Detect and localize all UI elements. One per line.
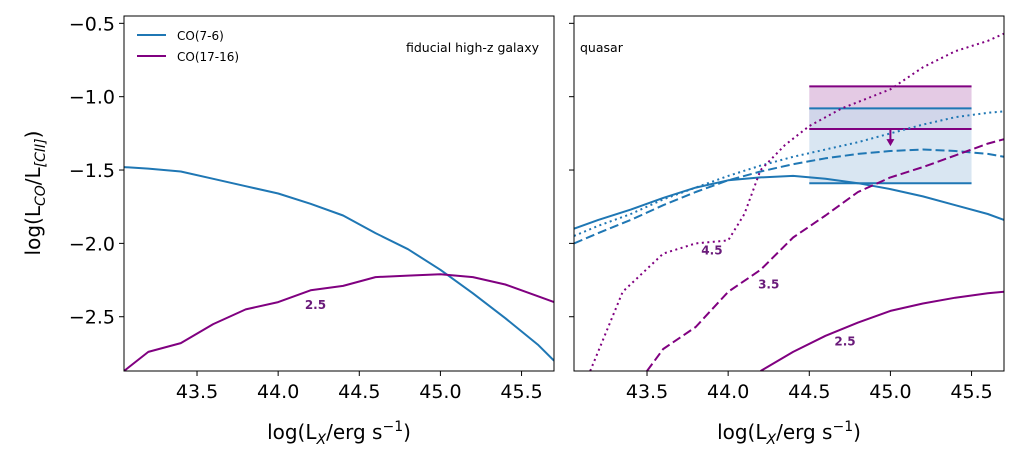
y-axis-label: log(LCO/L[CII]): [21, 131, 49, 256]
x-label-prefix: log(L: [267, 420, 317, 444]
y-tick-label: −0.5: [69, 13, 115, 35]
panel-left-background: [124, 16, 554, 371]
x-tick-label: 43.5: [176, 381, 218, 403]
y-label-suffix: ): [21, 131, 45, 139]
y-label-slash: /L: [21, 166, 45, 185]
series-line: [589, 32, 1004, 371]
y-tick-label: −1.5: [69, 160, 115, 182]
x-label-mid: /erg s: [776, 420, 832, 444]
series-line: [646, 138, 1004, 371]
y-tick-label: −2.5: [69, 307, 115, 329]
x-label-sub: X: [316, 432, 327, 448]
right-plot-area: 4.5 3.5 2.5: [574, 32, 1004, 371]
series-line: [124, 273, 554, 371]
legend-label-co1716: CO(17-16): [177, 50, 239, 64]
legend: CO(7-6) CO(17-16): [137, 29, 239, 64]
y-tick-label: −1.0: [69, 87, 115, 109]
series-line: [574, 110, 1004, 237]
x-label-mid: /erg s: [326, 420, 382, 444]
left-series-group: [124, 166, 554, 371]
left-panel-title: fiducial high-z galaxy: [406, 40, 540, 55]
right-x-ticks: 43.5 44.0 44.5 45.0 45.5: [626, 371, 993, 403]
legend-label-co76: CO(7-6): [177, 29, 224, 43]
series-annotation: 2.5: [305, 298, 326, 312]
series-line: [574, 174, 1004, 230]
series-annotation: 4.5: [701, 244, 722, 258]
series-annotation: 2.5: [834, 335, 855, 349]
right-panel-title: quasar: [580, 40, 624, 55]
series-annotation: 3.5: [758, 277, 779, 291]
x-tick-label: 44.5: [338, 381, 380, 403]
panel-right: 4.5 3.5 2.5 43.5 44.0 44.5 45.0 45.5 quasar lo…: [569, 15, 1005, 448]
y-label-sub-ci: [CII]: [33, 138, 49, 167]
x-tick-label: 45.5: [950, 381, 992, 403]
panel-right-background: [574, 16, 1004, 371]
x-label-suffix: ): [403, 420, 411, 444]
left-plot-area: 2.5: [124, 166, 554, 371]
x-tick-label: 43.5: [626, 381, 668, 403]
panel-right-frame: [573, 15, 1005, 372]
panel-left: 2.5 43.5 44.0 44.5 45.0 45.5 −0.5 −1.0 −1.5 −2.…: [21, 13, 555, 448]
x-label-sub: X: [766, 432, 777, 448]
series-line: [124, 166, 554, 362]
y-label-prefix: log(L: [21, 205, 45, 255]
x-label-sup: −1: [382, 419, 403, 435]
left-x-axis-label: log(LX/erg s−1): [267, 419, 411, 448]
y-tick-label: −2.0: [69, 233, 115, 255]
left-y-ticks: −0.5 −1.0 −1.5 −2.0 −2.5: [69, 13, 124, 329]
x-tick-label: 45.0: [869, 381, 911, 403]
upper-limit-arrow-head: [886, 139, 895, 147]
x-tick-label: 44.0: [707, 381, 749, 403]
x-tick-label: 44.5: [788, 381, 830, 403]
x-label-prefix: log(L: [717, 420, 767, 444]
series-line: [574, 148, 1004, 245]
right-y-ticks: [569, 22, 574, 318]
x-label-sup: −1: [832, 419, 853, 435]
right-x-axis-label: log(LX/erg s−1): [717, 419, 861, 448]
x-tick-label: 44.0: [257, 381, 299, 403]
x-tick-label: 45.0: [419, 381, 461, 403]
panel-left-frame: [123, 15, 555, 372]
left-x-ticks: 43.5 44.0 44.5 45.0 45.5: [176, 371, 543, 403]
x-tick-label: 45.5: [500, 381, 542, 403]
x-label-suffix: ): [853, 420, 861, 444]
y-label-sub-co: CO: [33, 185, 49, 206]
series-line: [760, 290, 1004, 371]
